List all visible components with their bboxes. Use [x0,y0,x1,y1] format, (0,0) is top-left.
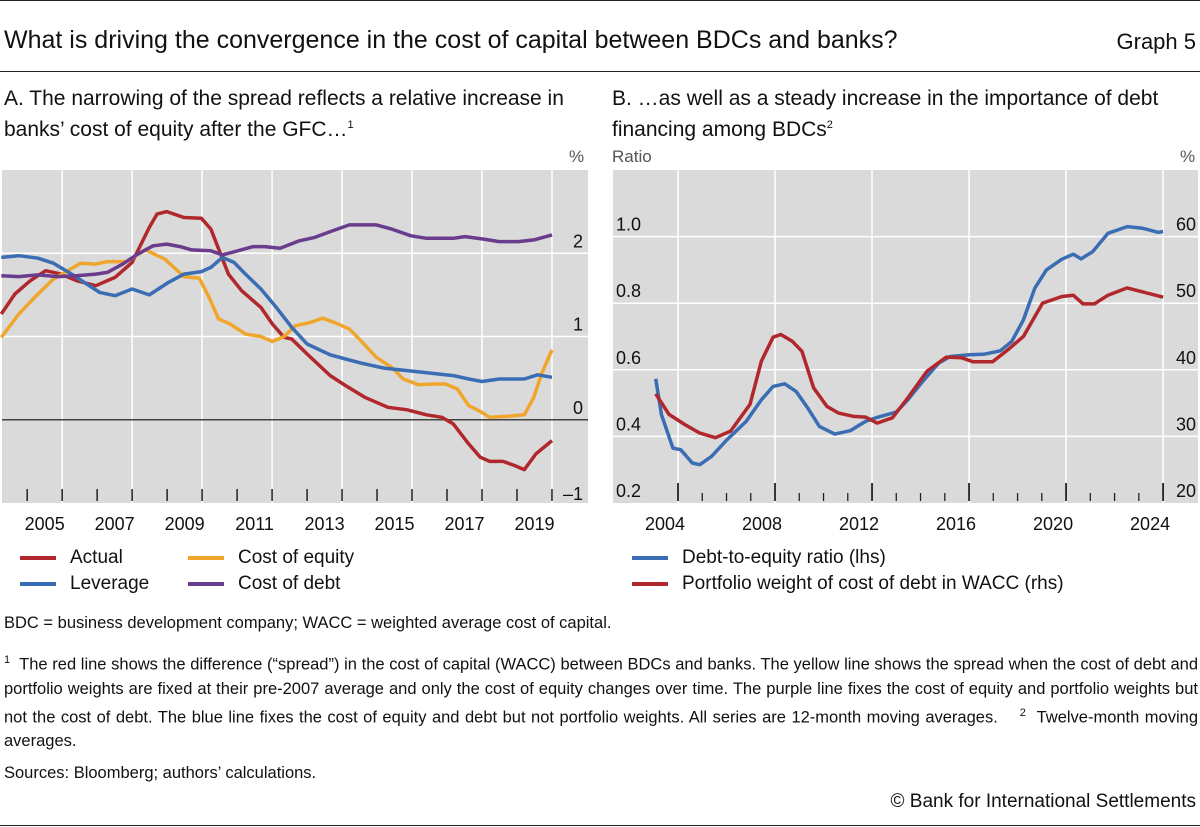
sources-note: Sources: Bloomberg; authors’ calculation… [4,764,317,782]
panel-a-chart: 2005 2007 2009 2011 2013 2015 2017 2019 2 1 0 –1 [0,170,588,534]
legend-leverage: Leverage [20,573,149,595]
y-tick-label: 2 [573,231,583,251]
legend-label: Actual [70,547,123,568]
legend-label: Cost of equity [238,547,355,568]
legend-cost-of-equity: Cost of equity [188,547,354,569]
x-tick-label: 2008 [742,514,782,534]
y-tick-label-left: 0.2 [616,481,641,501]
panel-a-footnote-mark: 1 [347,119,354,131]
x-tick-label: 2011 [235,514,274,534]
footnote-2: Twelve-month moving averages. [4,708,1199,750]
panel-a-title-text: A. The narrowing of the spread reflects … [4,87,564,141]
panel-b-right-unit: % [1180,147,1196,166]
series-line-leverage [1,253,553,384]
y-tick-label-left: 0.8 [616,281,641,301]
y-tick-label-right: 60 [1176,215,1196,235]
y-tick-label-left: 0.6 [616,348,641,368]
bottom-rule [0,825,1200,826]
legend-cost-of-debt: Cost of debt [188,573,340,595]
legend-label: Debt-to-equity ratio (lhs) [682,547,886,568]
y-tick-label-left: 0.4 [616,414,641,434]
legend-portfolio-weight: Portfolio weight of cost of debt in WACC… [632,573,1064,595]
y-tick-label-right: 40 [1176,348,1196,368]
panel-b-footnote-mark: 2 [826,119,833,131]
panel-a-unit: % [569,147,585,166]
series-line-cost-of-debt [1,223,553,279]
footnotes: 1 The red line shows the difference (“sp… [4,648,1198,753]
footnote-1-mark: 1 [4,654,11,666]
legend-swatch-portfolio-weight [632,582,668,586]
x-tick-label: 2017 [444,514,484,534]
panel-b-title: B. …as well as a steady increase in the … [612,86,1172,143]
x-tick-label: 2007 [95,514,135,534]
legend-swatch-cost-of-debt [188,582,224,586]
x-tick-label: 2019 [514,514,554,534]
x-tick-label: 2005 [25,514,65,534]
copyright: © Bank for International Settlements [890,791,1197,812]
y-tick-label: 1 [573,315,583,335]
legend-swatch-cost-of-equity [188,556,224,560]
legend-actual: Actual [20,547,123,569]
y-tick-label-left: 1.0 [616,215,641,235]
x-tick-label: 2020 [1033,514,1073,534]
x-tick-label: 2024 [1130,514,1170,534]
page-title: What is driving the convergence in the c… [4,26,898,54]
y-tick-label: 0 [573,398,583,418]
legend-swatch-leverage [20,582,56,586]
y-tick-label-right: 20 [1176,481,1196,501]
y-tick-label-right: 30 [1176,414,1196,434]
plot-background [613,170,1198,503]
top-rule [0,0,1200,1]
x-tick-label: 2013 [305,514,345,534]
panel-b-title-text: B. …as well as a steady increase in the … [612,87,1159,141]
y-tick-label: –1 [563,484,583,504]
legend-swatch-actual [20,556,56,560]
title-rule [0,71,1200,72]
legend-debt-to-equity: Debt-to-equity ratio (lhs) [632,547,886,569]
legend-label: Cost of debt [238,573,341,594]
graph-label: Graph 5 [1116,29,1197,54]
y-tick-label-right: 50 [1176,281,1196,301]
x-tick-label: 2015 [375,514,415,534]
footnote-1: The red line shows the difference (“spre… [4,655,1198,727]
x-tick-label: 2012 [839,514,879,534]
x-tick-label: 2009 [165,514,205,534]
legend-label: Leverage [70,573,150,594]
series-line-cost-of-equity [0,248,554,420]
x-tick-label: 2016 [936,514,976,534]
legend-label: Portfolio weight of cost of debt in WACC… [682,573,1064,594]
series-line-actual [0,209,554,472]
panel-b-left-unit: Ratio [612,147,652,166]
abbreviations-note: BDC = business development company; WACC… [4,614,612,632]
panel-b-chart: 2004 2008 2012 2016 2020 2024 0.2 0.4 0.6 0.8 1.0 2… [613,170,1198,534]
panel-a-title: A. The narrowing of the spread reflects … [4,86,594,143]
x-tick-label: 2004 [645,514,685,534]
legend-swatch-debt-to-equity [632,556,668,560]
footnote-2-mark: 2 [1019,706,1026,719]
series-line-portfolio-weight [654,286,1164,440]
